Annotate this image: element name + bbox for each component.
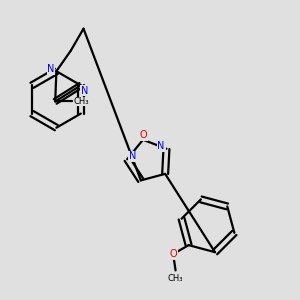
Text: N: N xyxy=(47,64,55,74)
Text: N: N xyxy=(129,151,136,161)
Text: O: O xyxy=(139,130,147,140)
Text: N: N xyxy=(81,86,88,96)
Text: CH₃: CH₃ xyxy=(168,274,183,283)
Text: O: O xyxy=(169,249,177,259)
Text: CH₃: CH₃ xyxy=(74,97,89,106)
Text: N: N xyxy=(158,141,165,151)
